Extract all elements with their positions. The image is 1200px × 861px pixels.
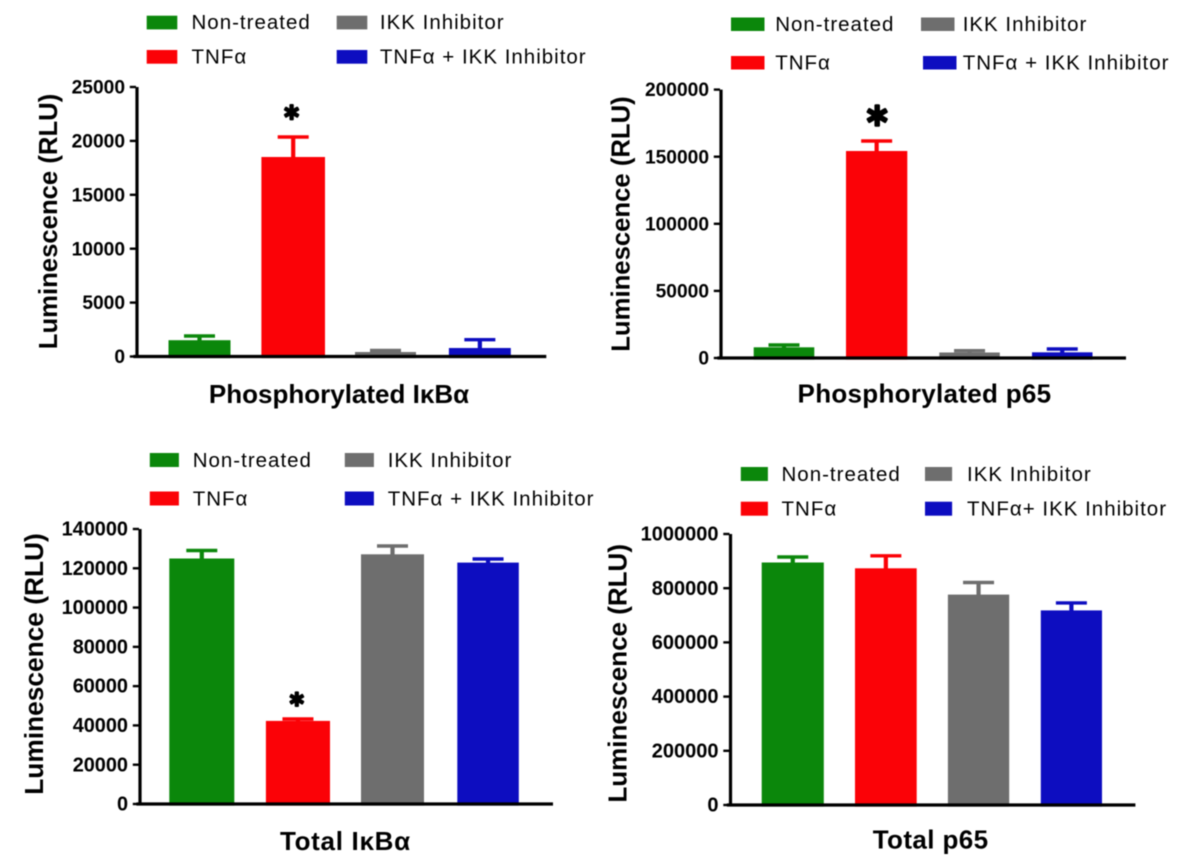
svg-text:20000: 20000 xyxy=(72,132,125,153)
svg-text:10000: 10000 xyxy=(72,239,125,260)
svg-text:25000: 25000 xyxy=(72,78,125,99)
svg-text:TNFα+ IKK Inhibitor: TNFα+ IKK Inhibitor xyxy=(967,498,1167,521)
svg-text:Luminescence (RLU): Luminescence (RLU) xyxy=(608,96,636,352)
svg-text:0: 0 xyxy=(117,794,128,816)
svg-text:Luminescence (RLU): Luminescence (RLU) xyxy=(19,533,49,795)
svg-text:TNFα + IKK Inhibitor: TNFα + IKK Inhibitor xyxy=(963,52,1170,75)
svg-text:40000: 40000 xyxy=(73,715,128,737)
svg-text:150000: 150000 xyxy=(645,147,709,168)
svg-text:0: 0 xyxy=(114,347,125,368)
svg-text:TNFα: TNFα xyxy=(193,487,249,510)
svg-text:TNFα: TNFα xyxy=(782,498,838,521)
svg-text:TNFα + IKK Inhibitor: TNFα + IKK Inhibitor xyxy=(380,46,587,69)
svg-text:0: 0 xyxy=(707,795,718,817)
svg-text:140000: 140000 xyxy=(62,519,128,541)
svg-text:Total IκBα: Total IκBα xyxy=(280,826,411,856)
svg-text:200000: 200000 xyxy=(652,740,719,762)
svg-text:IKK Inhibitor: IKK Inhibitor xyxy=(388,449,513,472)
svg-text:TNFα: TNFα xyxy=(192,46,248,69)
svg-text:IKK Inhibitor: IKK Inhibitor xyxy=(380,11,505,34)
svg-text:120000: 120000 xyxy=(62,558,128,580)
svg-text:Phosphorylated p65: Phosphorylated p65 xyxy=(798,379,1052,409)
svg-text:Luminescence (RLU): Luminescence (RLU) xyxy=(603,544,633,803)
svg-text:Non-treated: Non-treated xyxy=(782,463,901,486)
svg-text:100000: 100000 xyxy=(645,214,709,235)
svg-text:15000: 15000 xyxy=(72,185,125,206)
svg-text:800000: 800000 xyxy=(652,578,719,600)
svg-text:50000: 50000 xyxy=(656,282,709,303)
svg-text:200000: 200000 xyxy=(645,80,709,101)
svg-text:TNFα + IKK Inhibitor: TNFα + IKK Inhibitor xyxy=(388,487,595,510)
svg-text:Phosphorylated IκBα: Phosphorylated IκBα xyxy=(209,379,469,409)
svg-text:100000: 100000 xyxy=(62,597,128,619)
svg-text:400000: 400000 xyxy=(652,686,719,708)
svg-text:1000000: 1000000 xyxy=(641,524,719,546)
svg-text:Non-treated: Non-treated xyxy=(775,13,894,36)
svg-text:20000: 20000 xyxy=(73,754,128,776)
svg-text:IKK Inhibitor: IKK Inhibitor xyxy=(967,463,1092,486)
svg-text:5000: 5000 xyxy=(82,293,125,314)
svg-text:80000: 80000 xyxy=(73,636,128,658)
svg-text:IKK Inhibitor: IKK Inhibitor xyxy=(963,13,1088,36)
svg-text:TNFα: TNFα xyxy=(775,52,831,75)
svg-text:600000: 600000 xyxy=(652,632,719,654)
svg-text:Non-treated: Non-treated xyxy=(193,449,312,472)
svg-text:Luminescence (RLU): Luminescence (RLU) xyxy=(35,94,63,349)
svg-text:0: 0 xyxy=(698,349,709,370)
svg-text:Non-treated: Non-treated xyxy=(192,11,311,34)
svg-text:60000: 60000 xyxy=(73,676,128,698)
svg-text:Total p65: Total p65 xyxy=(873,825,989,855)
